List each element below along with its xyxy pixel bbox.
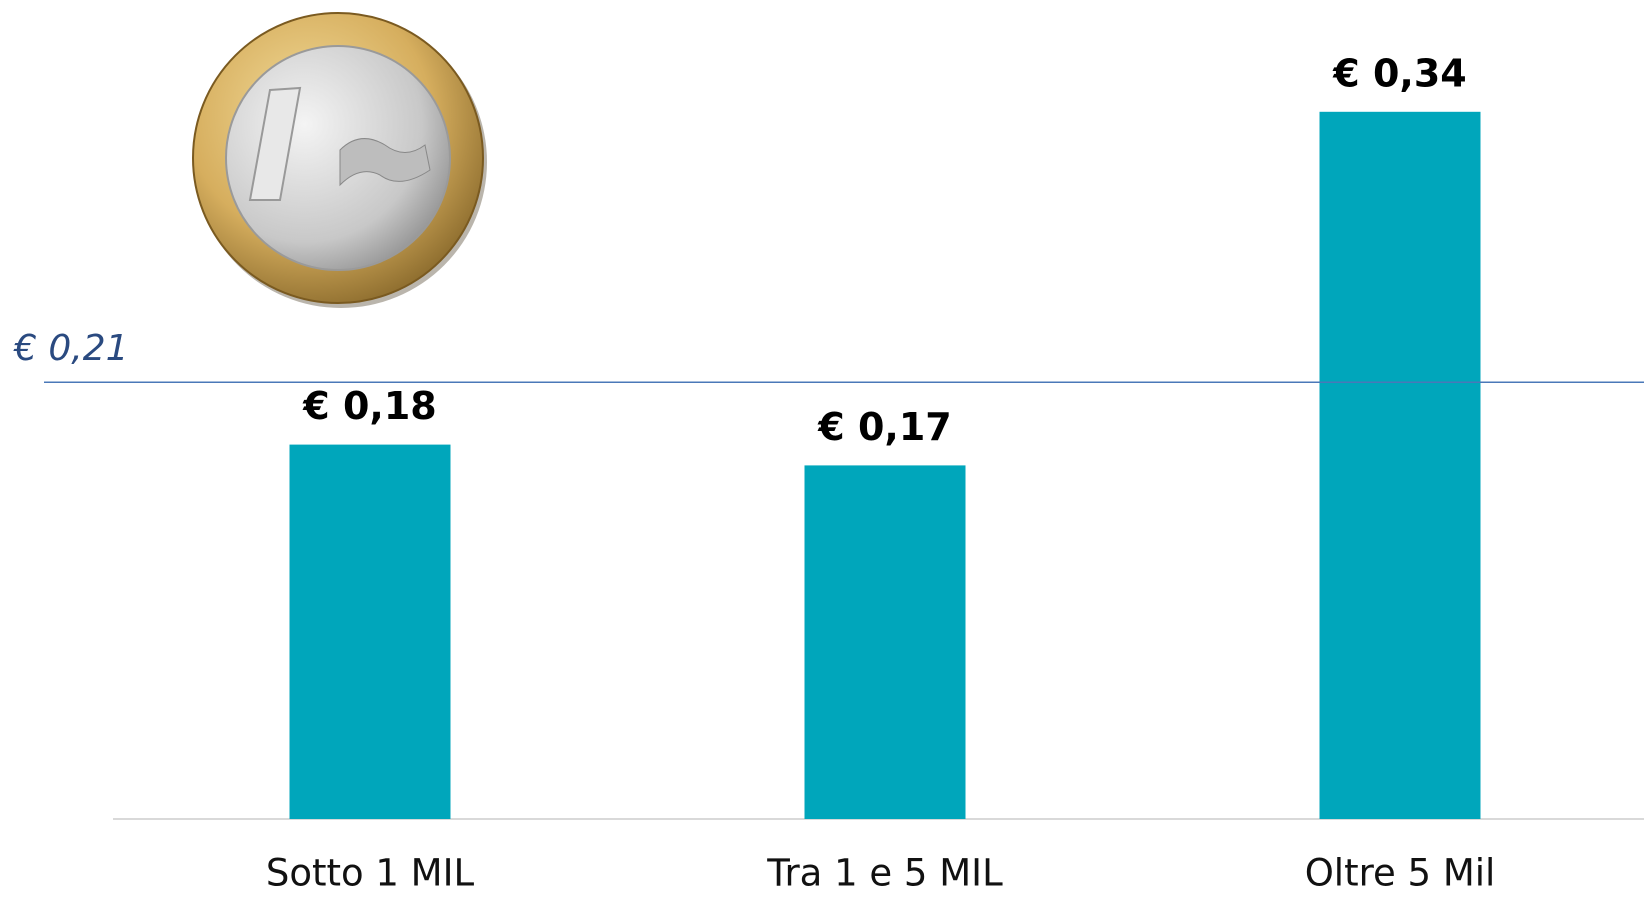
value-label: € 0,18: [302, 384, 436, 428]
page: € 0,18 Sotto 1 MIL € 0,17 Tra 1 e 5 MIL € 0,…: [0, 0, 1644, 898]
chart: € 0,18 Sotto 1 MIL € 0,17 Tra 1 e 5 MIL € 0,…: [0, 0, 1644, 898]
value-label: € 0,17: [817, 405, 951, 449]
x-tick-label: Oltre 5 Mil: [1305, 852, 1496, 895]
x-tick-label: Tra 1 e 5 MIL: [766, 852, 1003, 895]
coin-illustration: [193, 13, 487, 308]
bar: [805, 465, 966, 819]
bar: [1320, 112, 1481, 819]
reference-label: € 0,21: [13, 328, 129, 369]
bar: [290, 445, 451, 819]
x-tick-label: Sotto 1 MIL: [266, 852, 475, 895]
value-label: € 0,34: [1332, 51, 1466, 95]
